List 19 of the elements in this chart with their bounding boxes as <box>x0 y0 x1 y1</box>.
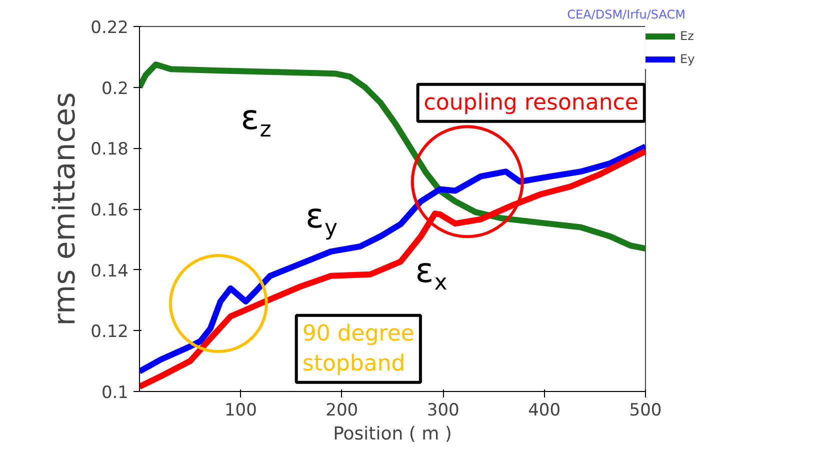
y-tick-label: 0.22 <box>90 18 129 38</box>
annotation: coupling resonance <box>424 90 638 116</box>
y-tick-label: 0.1 <box>101 383 129 403</box>
y-tick-label: 0.2 <box>101 78 129 99</box>
y-tick-label: 0.16 <box>90 200 129 220</box>
x-axis-title: Position ( m ) <box>333 424 452 444</box>
legend-label: Ey <box>680 52 696 66</box>
x-tick-label: 300 <box>426 400 460 420</box>
x-tick-label: 400 <box>528 400 561 420</box>
x-tick-label: 500 <box>629 400 662 420</box>
x-tick-label: 200 <box>326 400 358 420</box>
legend-label: Ez <box>680 29 695 43</box>
text: CEA/DSM/Irfu/SACM <box>567 8 686 22</box>
y-tick-label: 0.12 <box>90 322 129 342</box>
annotation: 90 degree stopband <box>302 321 414 376</box>
y-tick-label: 0.14 <box>90 261 129 282</box>
x-tick-label: 100 <box>224 400 257 420</box>
y-tick-label: 0.18 <box>90 140 129 160</box>
y-axis-title: rms emittances <box>48 92 83 326</box>
